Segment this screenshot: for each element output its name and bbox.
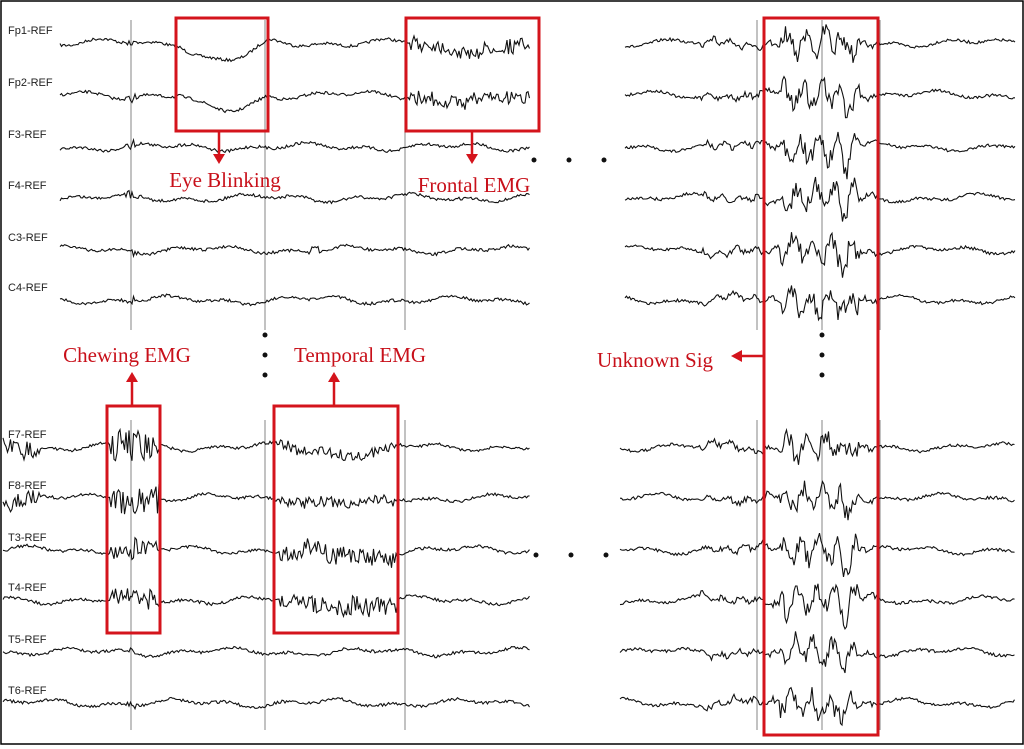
dot (262, 332, 268, 338)
eye-blink-box (174, 16, 270, 133)
eeg-trace (619, 583, 1015, 631)
dot (819, 372, 825, 378)
channel-label: C4-REF (8, 282, 48, 294)
channel-label: Fp1-REF (8, 25, 53, 37)
channel-label: T3-REF (8, 532, 47, 544)
eeg-trace (2, 588, 530, 619)
eeg-trace (624, 75, 1015, 119)
eeg-trace (619, 427, 1015, 465)
channel-label: F7-REF (8, 429, 47, 441)
eeg-trace (2, 536, 530, 568)
arrow-head (731, 350, 742, 362)
dot (531, 157, 537, 163)
dot (262, 352, 268, 358)
eeg-trace (624, 131, 1016, 180)
dot (262, 372, 268, 378)
channel-label: Fp2-REF (8, 77, 53, 89)
eeg-trace (2, 483, 530, 515)
eeg-trace (59, 34, 531, 63)
eeg-trace (619, 631, 1015, 674)
time-markers (130, 20, 881, 730)
channel-label: F3-REF (8, 129, 47, 141)
frontal-emg-box (404, 16, 541, 133)
arrow-head (213, 154, 225, 164)
eeg-trace (624, 24, 1016, 63)
eeg-trace (2, 645, 530, 659)
annotation: Temporal EMG (294, 343, 426, 367)
dot (533, 552, 539, 558)
annotation: Frontal EMG (418, 173, 531, 197)
annotation: Unknown Sig (597, 348, 714, 372)
eeg-trace (2, 696, 530, 711)
eeg-trace (59, 89, 531, 114)
dot (603, 552, 609, 558)
eeg-trace (619, 532, 1015, 577)
ellipsis (262, 157, 825, 558)
chewing-emg-box (105, 404, 162, 635)
eeg-trace (624, 176, 1016, 222)
eeg-trace (59, 243, 530, 259)
dot (566, 157, 572, 163)
eeg-trace (59, 189, 530, 205)
temporal-emg-box (272, 404, 400, 635)
channel-label: C3-REF (8, 232, 48, 244)
eeg-trace (59, 137, 530, 154)
arrow-head (126, 372, 138, 382)
channel-label: T4-REF (8, 582, 47, 594)
channel-label: F8-REF (8, 480, 47, 492)
eeg-trace (624, 285, 1016, 322)
annotation: Chewing EMG (63, 343, 191, 367)
dot (568, 552, 574, 558)
arrow-head (466, 154, 478, 164)
dot (819, 352, 825, 358)
eeg-trace (619, 479, 1015, 521)
channel-label: T5-REF (8, 634, 47, 646)
channel-labels: Fp1-REF Fp2-REF F3-REF F4-REF C3-REF C4-REF F7… (8, 25, 53, 697)
eeg-trace (619, 686, 1015, 727)
traces (2, 24, 1016, 727)
eeg-trace (59, 293, 530, 307)
channel-label: F4-REF (8, 180, 47, 192)
eeg-trace (624, 231, 1016, 278)
arrow-head (328, 372, 340, 382)
eeg-trace (2, 427, 530, 462)
unknown-sig-box (762, 16, 880, 737)
annotation: Eye Blinking (169, 168, 281, 192)
dot (601, 157, 607, 163)
dot (819, 332, 825, 338)
channel-label: T6-REF (8, 685, 47, 697)
